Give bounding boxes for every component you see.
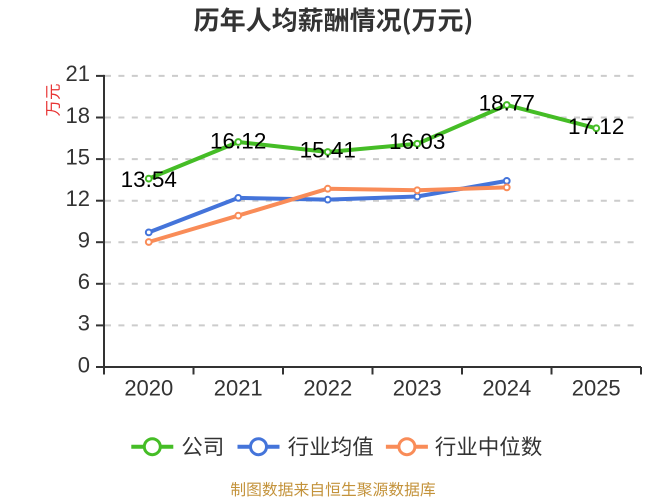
svg-text:2025: 2025 [572, 376, 621, 401]
svg-text:21: 21 [66, 61, 90, 86]
svg-text:17.12: 17.12 [568, 114, 624, 139]
svg-text:18: 18 [66, 103, 90, 128]
svg-text:2024: 2024 [482, 376, 531, 401]
svg-text:2023: 2023 [393, 376, 442, 401]
svg-text:12: 12 [66, 186, 90, 211]
svg-text:13.54: 13.54 [121, 167, 177, 192]
svg-text:6: 6 [78, 269, 90, 294]
svg-text:0: 0 [78, 352, 90, 377]
svg-text:3: 3 [78, 311, 90, 336]
svg-text:9: 9 [78, 228, 90, 253]
svg-text:2022: 2022 [303, 376, 352, 401]
svg-text:15: 15 [66, 144, 90, 169]
svg-text:18.77: 18.77 [479, 91, 535, 116]
svg-text:2020: 2020 [124, 376, 173, 401]
svg-text:16.03: 16.03 [389, 129, 445, 154]
svg-text:15.41: 15.41 [300, 137, 356, 162]
svg-text:16.12: 16.12 [210, 128, 266, 153]
svg-text:2021: 2021 [214, 376, 263, 401]
